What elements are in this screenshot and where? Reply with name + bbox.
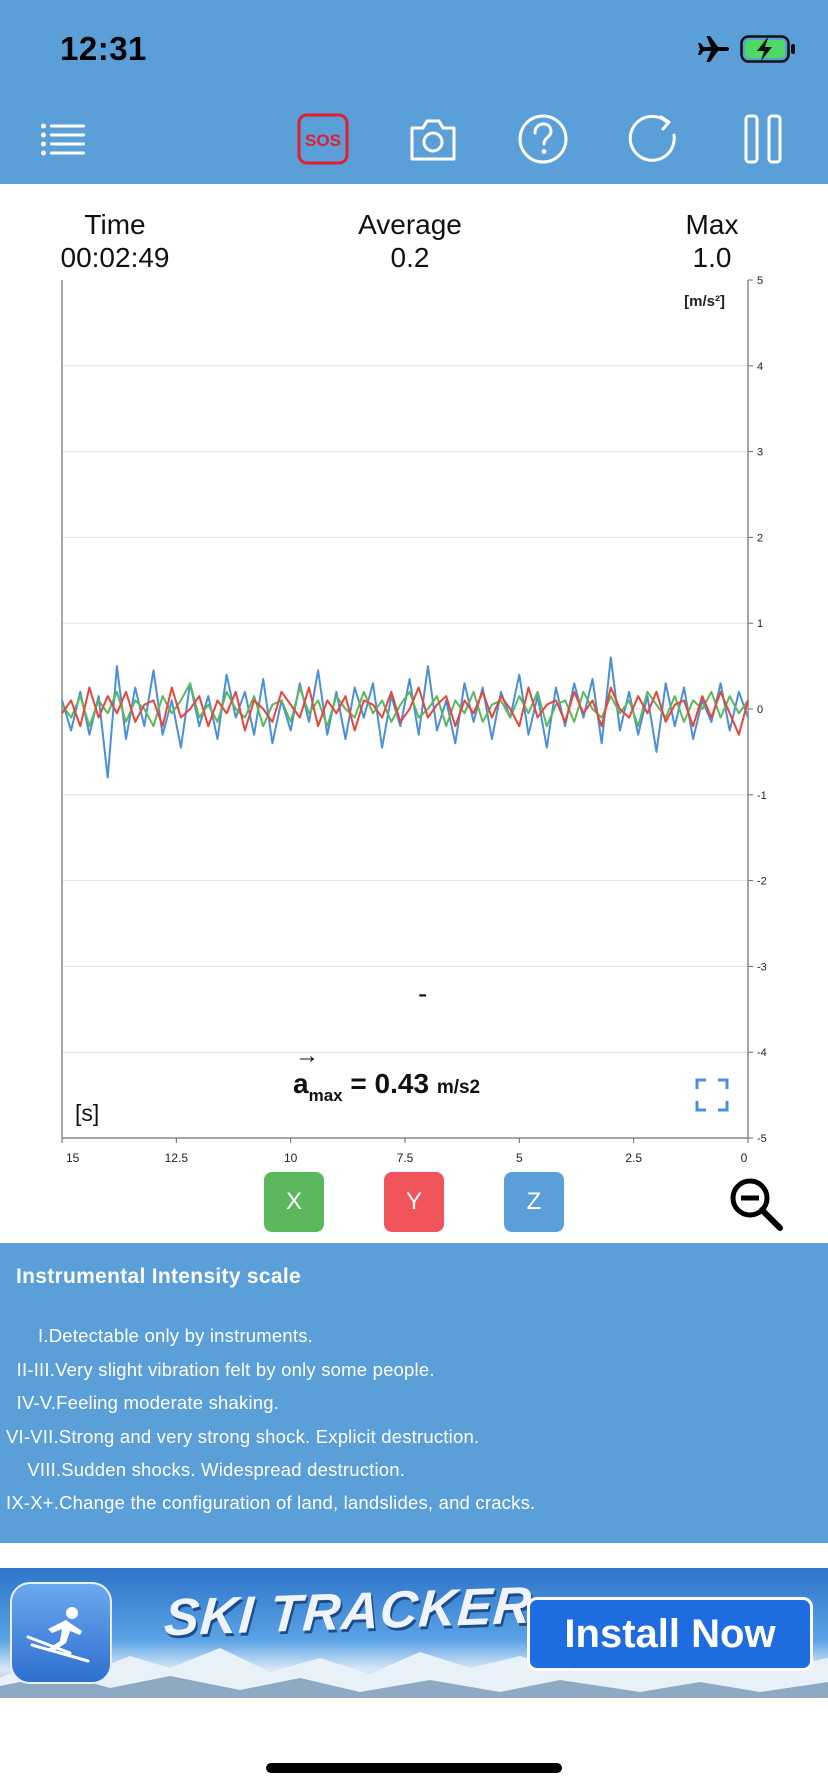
x-axis-unit-label: [s] xyxy=(75,1100,100,1126)
axis-z-button[interactable]: Z xyxy=(504,1172,564,1232)
svg-text:SOS: SOS xyxy=(305,131,341,150)
series-line-x xyxy=(61,682,749,728)
y-tick-label: 2 xyxy=(757,532,763,544)
x-tick-label: 12.5 xyxy=(165,1151,189,1162)
status-time: 12:31 xyxy=(60,30,147,67)
stat-average: Average 0.2 xyxy=(340,208,480,274)
intensity-line-4: VI-VII.Strong and very strong shock. Exp… xyxy=(6,1426,480,1447)
y-tick-label: -5 xyxy=(757,1133,767,1145)
y-tick-label: 1 xyxy=(757,618,763,630)
camera-button[interactable] xyxy=(406,112,460,166)
stat-average-value: 0.2 xyxy=(390,242,430,273)
top-bar: 12:31 SOS xyxy=(0,0,828,184)
intensity-scale-title: Instrumental Intensity scale xyxy=(16,1265,301,1288)
y-tick-label: 0 xyxy=(757,704,763,716)
intensity-scale-panel: Instrumental Intensity scale I.Detectabl… xyxy=(0,1243,828,1543)
menu-button[interactable] xyxy=(36,112,90,166)
pause-icon xyxy=(744,114,782,164)
ad-banner[interactable]: SKI TRACKER Install Now xyxy=(0,1568,828,1698)
y-tick-label: 3 xyxy=(757,447,763,459)
stat-time: Time 00:02:49 xyxy=(40,208,190,274)
stat-max-label: Max xyxy=(685,209,739,240)
y-tick-label: -2 xyxy=(757,876,767,888)
x-tick-label: 10 xyxy=(284,1151,298,1162)
sos-icon: SOS xyxy=(297,113,349,165)
vector-arrow-icon: → xyxy=(295,1042,319,1069)
chart-unit-label: [m/s²] xyxy=(684,293,725,310)
axis-x-button[interactable]: X xyxy=(264,1172,324,1232)
x-tick-label: 2.5 xyxy=(625,1151,642,1162)
y-tick-label: -3 xyxy=(757,961,767,973)
stat-average-label: Average xyxy=(358,209,462,240)
skier-icon xyxy=(10,1582,112,1684)
stat-max: Max 1.0 xyxy=(662,208,762,274)
y-tick-label: -1 xyxy=(757,790,767,802)
amax-value: = 0.43 xyxy=(350,1068,430,1099)
amax-symbol: a xyxy=(293,1068,309,1099)
intensity-line-5: VIII.Sudden shocks. Widespread destructi… xyxy=(6,1459,406,1480)
battery-charging-icon xyxy=(740,35,795,63)
home-indicator[interactable] xyxy=(266,1763,562,1773)
intensity-line-3: IV-V.Feeling moderate shaking. xyxy=(6,1392,280,1413)
intensity-line-2: II-III.Very slight vibration felt by onl… xyxy=(6,1359,435,1380)
x-tick-label: 0 xyxy=(741,1151,748,1162)
series-line-y xyxy=(61,686,749,736)
amax-subscript: max xyxy=(308,1086,343,1105)
fullscreen-icon[interactable] xyxy=(695,1078,729,1112)
stat-max-value: 1.0 xyxy=(692,242,732,273)
sos-button[interactable]: SOS xyxy=(296,112,350,166)
question-icon xyxy=(518,114,568,164)
camera-icon xyxy=(410,119,456,161)
x-tick-label: 5 xyxy=(516,1151,523,1162)
zoom-out-icon[interactable] xyxy=(728,1176,784,1232)
intensity-line-6: IX-X+.Change the configuration of land, … xyxy=(6,1492,536,1513)
stat-time-label: Time xyxy=(84,209,146,240)
help-button[interactable] xyxy=(516,112,570,166)
stat-time-value: 00:02:49 xyxy=(60,242,170,273)
pause-button[interactable] xyxy=(736,112,790,166)
chart-center-marker: - xyxy=(418,978,428,1009)
axis-y-button[interactable]: Y xyxy=(384,1172,444,1232)
amax-unit: m/s2 xyxy=(436,1077,481,1098)
refresh-button[interactable] xyxy=(626,112,680,166)
y-tick-label: 5 xyxy=(757,275,763,287)
install-now-button[interactable]: Install Now xyxy=(527,1597,813,1671)
refresh-icon xyxy=(628,114,676,162)
intensity-line-1: I.Detectable only by instruments. xyxy=(6,1325,314,1346)
y-tick-label: 4 xyxy=(757,361,763,373)
airplane-icon xyxy=(698,36,729,62)
amax-readout: → amax = 0.43 m/s2 xyxy=(293,1042,481,1105)
x-tick-label: 7.5 xyxy=(397,1151,414,1162)
y-tick-label: -4 xyxy=(757,1047,767,1059)
x-tick-label: 15 xyxy=(66,1151,80,1162)
menu-list-icon xyxy=(41,123,85,156)
